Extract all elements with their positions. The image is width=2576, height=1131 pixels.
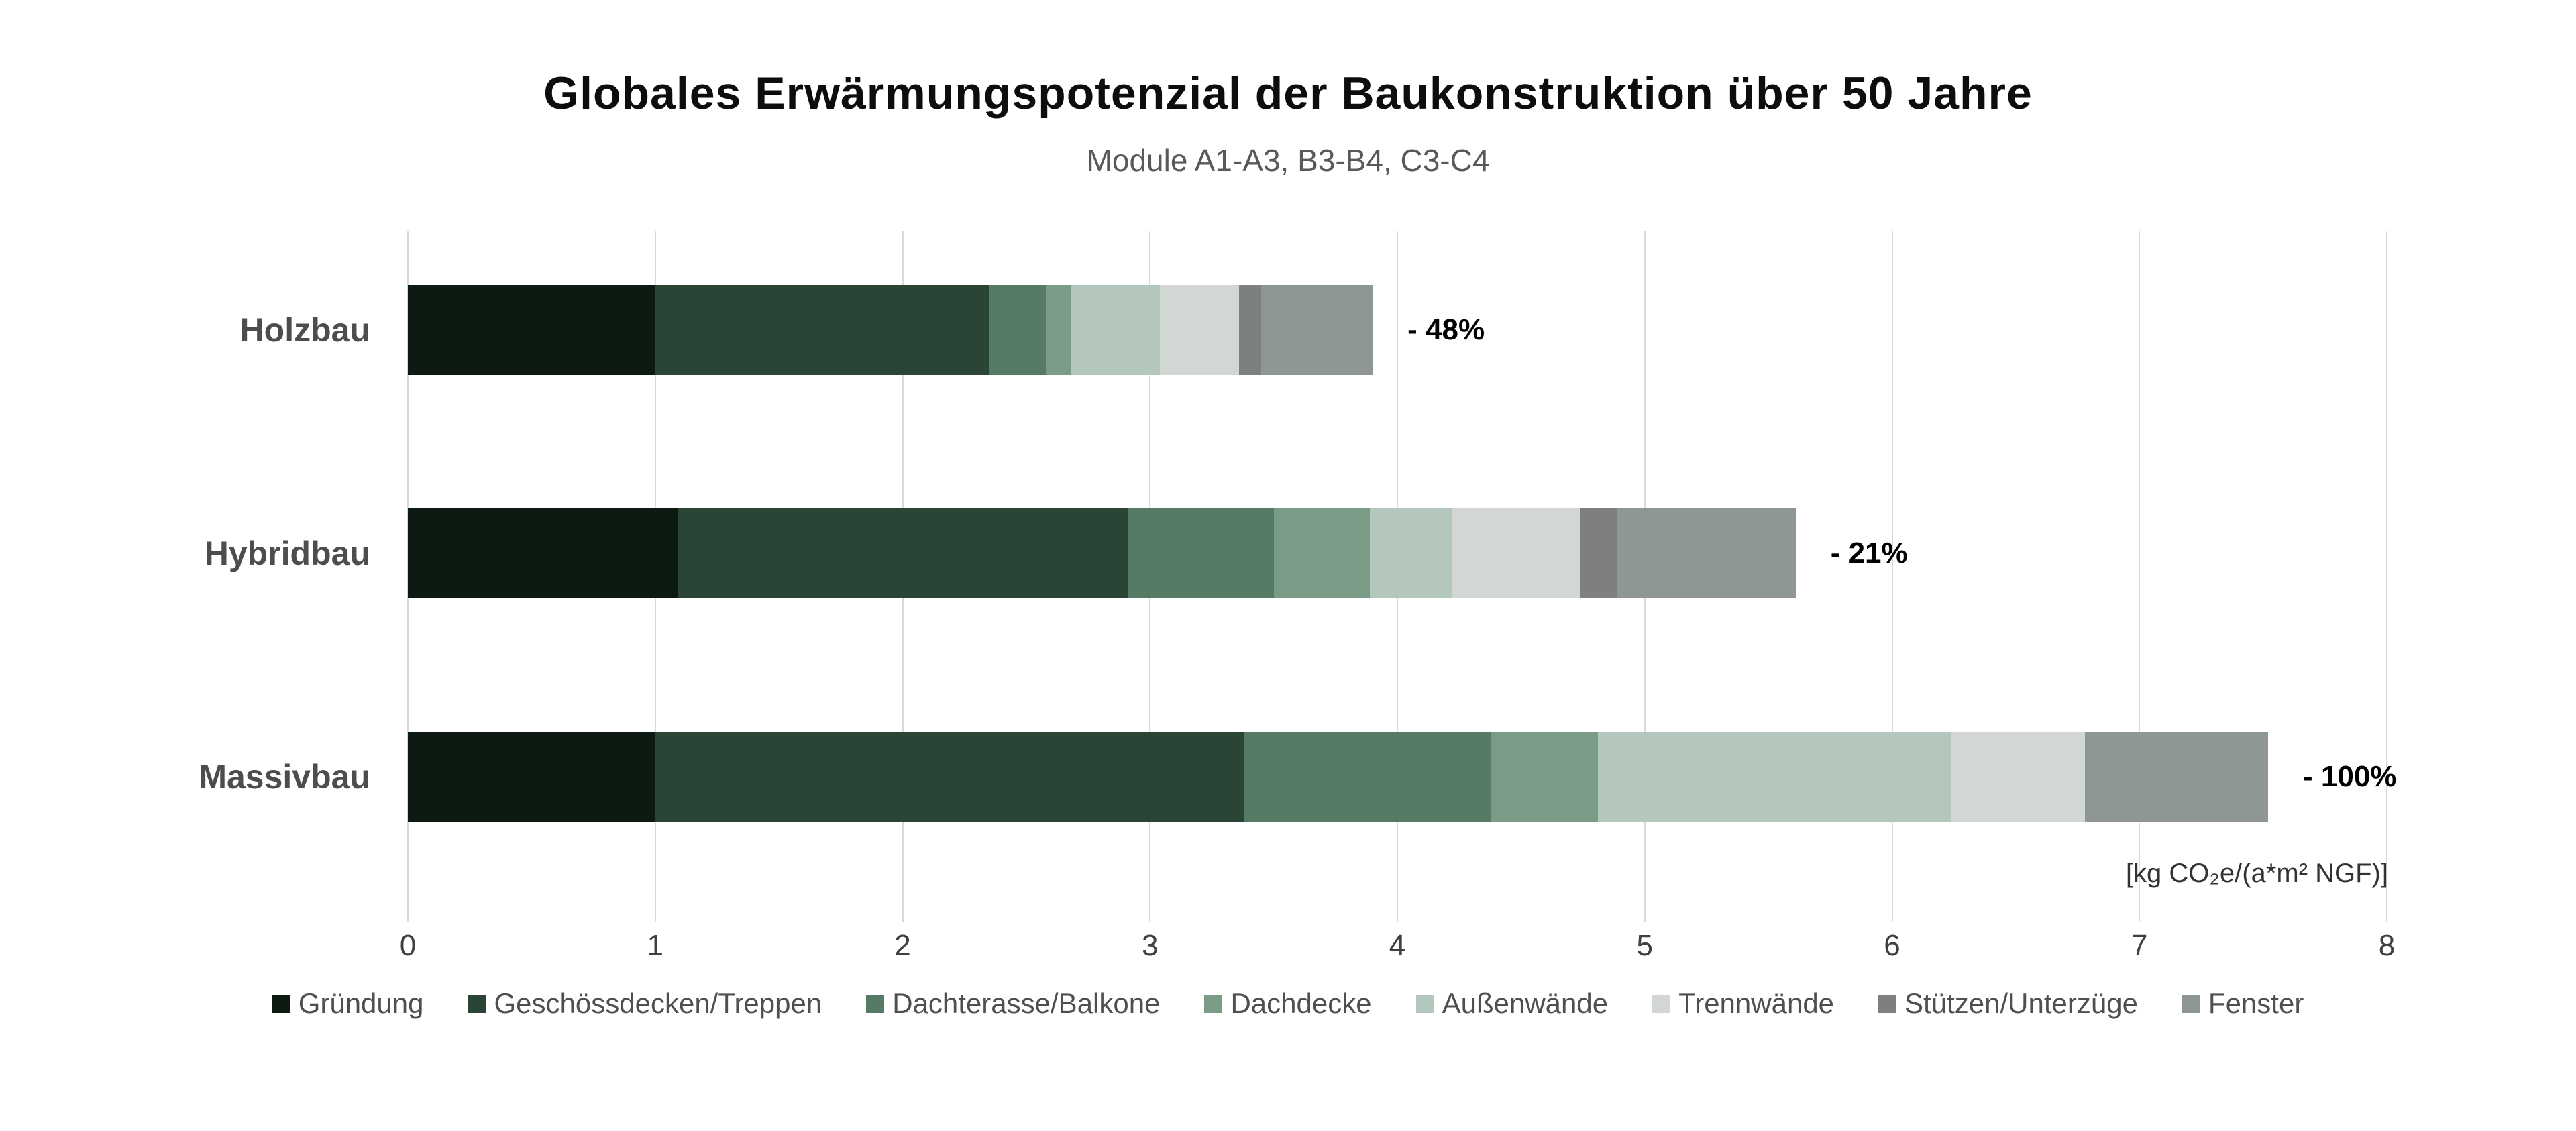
chart-subtitle: Module A1-A3, B3-B4, C3-C4 [1086,143,1490,178]
legend-swatch-icon [272,994,290,1013]
legend-swatch-icon [1652,994,1671,1013]
bar-segment [989,285,1046,375]
legend-label: Außenwände [1442,987,1609,1019]
legend-item: Dachdecke [1204,987,1372,1020]
legend-item: Außenwände [1415,987,1609,1020]
legend-label: Fenster [2208,987,2304,1019]
legend-item: Trennwände [1652,987,1834,1020]
bar-row-hybridbau [408,508,1796,598]
legend-label: Stützen/Unterzüge [1904,987,2138,1019]
bar-segment [2085,732,2268,822]
chart-title: Globales Erwärmungspotenzial der Baukons… [543,68,2033,119]
x-tick-label-6: 6 [1884,929,1900,962]
bar-segment [1491,732,1598,822]
bar-segment [1617,508,1796,598]
bar-segment [408,732,655,822]
legend-item: Gründung [272,987,424,1020]
bar-segment [1128,508,1274,598]
legend-swatch-icon [2182,994,2200,1013]
legend-label: Dachdecke [1230,987,1372,1019]
bar-segment [1244,732,1492,822]
bar-segment [655,285,989,375]
x-tick-label-8: 8 [2378,929,2396,962]
bar-segment [1273,508,1371,598]
gridline-x6 [1891,231,1893,922]
legend-item: Fenster [2182,987,2304,1020]
x-tick-label-4: 4 [1389,929,1406,962]
x-tick-label-0: 0 [399,929,417,962]
percent-annotation-hybridbau: - 21% [1830,537,1908,570]
legend-label: Gründung [298,987,424,1019]
legend-item: Stützen/Unterzüge [1878,987,2138,1020]
legend-label: Trennwände [1678,987,1835,1019]
percent-annotation-massivbau: - 100% [2303,760,2397,793]
x-tick-label-5: 5 [1636,929,1653,962]
legend-swatch-icon [1204,994,1223,1013]
legend-swatch-icon [866,994,885,1013]
legend: Gründung Geschössdecken/Treppen Dachterass… [0,987,2576,1020]
category-label-hybridbau: Hybridbau [204,535,370,572]
bar-segment [1951,732,2086,822]
x-tick-label-7: 7 [2131,929,2148,962]
x-tick-label-3: 3 [1142,929,1159,962]
gridline-x7 [2139,231,2141,922]
bar-segment [1239,285,1262,375]
x-axis-unit-label: [kg CO₂e/(a*m² NGF)] [2125,859,2388,888]
legend-swatch-icon [1878,994,1897,1013]
bar-segment [677,508,1128,598]
bar-segment [408,285,655,375]
x-tick-label-2: 2 [894,929,911,962]
legend-item: Geschössdecken/Treppen [468,987,822,1020]
bar-segment [1370,508,1452,598]
bar-row-massivbau [408,732,2268,822]
gridline-x8 [2386,231,2387,922]
bar-segment [1580,508,1618,598]
bar-row-holzbau [408,285,1373,375]
bar-segment [1160,285,1239,375]
bar-segment [1452,508,1580,598]
category-label-massivbau: Massivbau [199,758,370,796]
legend-item: Dachterasse/Balkone [866,987,1160,1020]
legend-swatch-icon [468,994,486,1013]
bar-segment [1597,732,1951,822]
legend-swatch-icon [1415,994,1434,1013]
bar-segment [1071,285,1160,375]
legend-label: Geschössdecken/Treppen [494,987,822,1019]
x-tick-label-1: 1 [647,929,663,962]
category-label-holzbau: Holzbau [239,311,370,349]
legend-label: Dachterasse/Balkone [892,987,1161,1019]
bar-segment [1261,285,1373,375]
percent-annotation-holzbau: - 48% [1407,313,1485,346]
bar-segment [408,508,678,598]
bar-segment [655,732,1244,822]
bar-segment [1046,285,1071,375]
